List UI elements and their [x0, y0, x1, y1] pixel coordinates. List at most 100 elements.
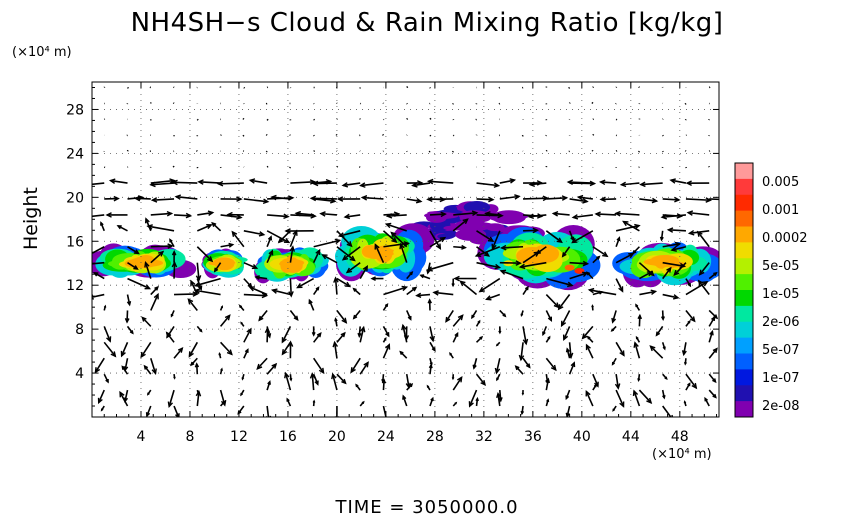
velocity-arrow [218, 352, 222, 359]
velocity-arrow [685, 278, 692, 288]
velocity-arrow [126, 294, 132, 307]
velocity-arrow [453, 210, 479, 216]
velocity-arrow [638, 150, 641, 153]
velocity-arrow [592, 373, 599, 388]
velocity-arrow [187, 298, 198, 311]
velocity-arrow [266, 165, 269, 168]
velocity-arrow [336, 196, 361, 202]
velocity-arrow [498, 390, 503, 403]
velocity-arrow [429, 211, 447, 218]
upper-haze-blob [463, 201, 491, 214]
velocity-arrow [242, 117, 245, 120]
velocity-arrow [472, 358, 478, 370]
velocity-arrow [144, 261, 152, 279]
velocity-arrow [499, 309, 507, 318]
velocity-arrow [266, 230, 291, 244]
velocity-arrow [686, 210, 710, 216]
velocity-arrow [399, 242, 408, 263]
velocity-arrow [561, 246, 571, 258]
velocity-arrow [449, 352, 454, 359]
y-axis: 4 8 12 16 20 24 28 [66, 86, 719, 407]
plot-frame [91, 81, 720, 418]
velocity-arrow [522, 285, 529, 295]
x-tick-label: 44 [622, 429, 640, 445]
velocity-arrow [568, 361, 576, 375]
velocity-arrow [196, 246, 214, 263]
velocity-arrow [684, 150, 687, 152]
velocity-arrow [289, 229, 298, 248]
velocity-arrow [704, 396, 710, 407]
x-tick-label: 28 [426, 429, 444, 445]
velocity-arrow [211, 221, 222, 232]
velocity-arrow [288, 278, 294, 298]
velocity-arrow [586, 335, 594, 343]
velocity-arrow [673, 262, 687, 277]
velocity-arrow [140, 341, 152, 359]
velocity-arrow [708, 315, 716, 327]
velocity-arrow [382, 230, 398, 244]
colorbar-label: 5e-05 [762, 259, 800, 274]
velocity-arrow [242, 134, 245, 137]
velocity-arrow [475, 319, 481, 327]
colorbar-label: 0.001 [762, 203, 799, 218]
velocity-arrow [521, 134, 524, 137]
velocity-arrow [127, 262, 139, 270]
velocity-arrow [708, 373, 717, 384]
colorbar-swatch [735, 353, 753, 370]
x-axis-unit: (×10⁴ m) [652, 447, 712, 462]
cloud-core-blob [564, 264, 575, 271]
velocity-arrow [697, 279, 710, 296]
velocity-arrow [429, 341, 436, 352]
velocity-arrow [188, 341, 199, 358]
velocity-arrow [100, 221, 105, 232]
colorbar-label: 0.005 [762, 175, 799, 190]
y-tick-label: 4 [75, 366, 84, 382]
velocity-arrow [592, 86, 595, 88]
colorbar-label: 1e-05 [762, 287, 800, 302]
velocity-arrow [174, 291, 199, 297]
velocity-arrow [382, 133, 384, 136]
velocity-arrow [334, 317, 338, 327]
velocity-arrow [382, 336, 387, 343]
velocity-arrow [685, 280, 709, 296]
velocity-arrow [612, 405, 617, 412]
velocity-arrow [238, 304, 245, 311]
velocity-arrow [341, 246, 361, 261]
velocity-arrow [591, 101, 594, 104]
velocity-arrow [669, 178, 687, 184]
velocity-arrow [352, 309, 361, 320]
x-tick-label: 36 [524, 429, 542, 445]
velocity-arrow [666, 227, 686, 233]
velocity-arrow [452, 134, 455, 137]
velocity-arrow [406, 286, 418, 296]
velocity-arrow [429, 358, 433, 367]
velocity-arrow [452, 314, 464, 327]
velocity-arrow [321, 254, 338, 264]
velocity-arrow [336, 246, 356, 262]
velocity-arrow [708, 271, 718, 280]
colorbar-label: 2e-08 [762, 399, 800, 414]
velocity-arrow [708, 347, 718, 359]
velocity-arrow [659, 230, 664, 242]
velocity-arrow [662, 196, 681, 203]
velocity-arrow [103, 304, 107, 311]
colorbar-swatch [735, 385, 753, 402]
velocity-arrow [581, 325, 594, 340]
velocity-arrow [243, 327, 252, 343]
velocity-arrow [426, 261, 454, 272]
velocity-arrow [343, 213, 361, 220]
time-label: TIME = 3050000.0 [335, 497, 519, 518]
velocity-arrow [635, 335, 641, 343]
cloud-blob [366, 246, 376, 255]
velocity-arrow [173, 405, 180, 417]
velocity-arrow [452, 218, 469, 232]
velocity-arrow [592, 133, 595, 136]
velocity-arrow [313, 118, 316, 121]
velocity-arrow [685, 382, 691, 391]
velocity-arrow [523, 227, 540, 234]
velocity-arrow [475, 396, 479, 407]
velocity-arrow [476, 230, 495, 243]
velocity-arrow [312, 286, 320, 295]
velocity-arrow [220, 196, 243, 202]
velocity-arrow [545, 310, 553, 322]
